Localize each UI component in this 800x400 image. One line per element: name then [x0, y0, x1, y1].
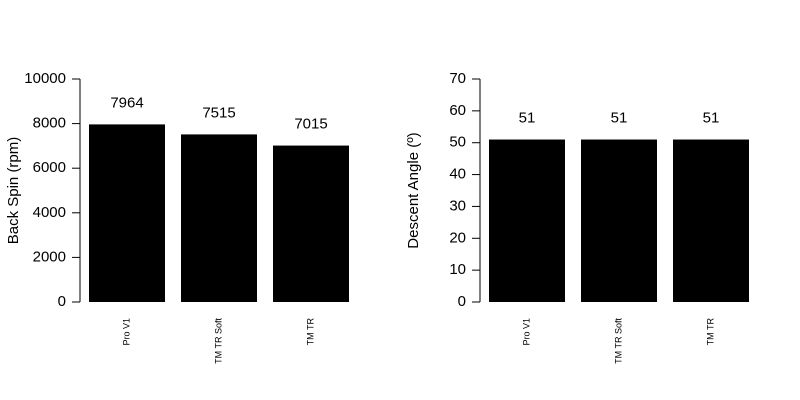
bar [181, 134, 257, 302]
value-label: 51 [611, 109, 628, 126]
y-tick-label: 70 [449, 70, 466, 87]
x-tick-label: TM TR Soft [613, 318, 623, 364]
value-label: 51 [519, 109, 536, 126]
y-tick-label: 20 [449, 229, 466, 246]
x-tick-label: TM TR [705, 318, 715, 346]
y-tick-label: 10 [449, 261, 466, 278]
x-tick-label: Pro V1 [521, 318, 531, 346]
y-tick-label: 40 [449, 166, 466, 183]
y-tick-label: 10000 [24, 70, 66, 87]
y-axis-label: Back Spin (rpm) [5, 137, 22, 245]
bar [581, 139, 657, 302]
y-tick-label: 30 [449, 197, 466, 214]
x-tick-label: TM TR Soft [213, 318, 223, 364]
bar [489, 139, 565, 302]
bar [673, 139, 749, 302]
x-tick-label: TM TR [305, 318, 315, 346]
value-label: 7015 [294, 116, 327, 133]
value-label: 51 [703, 109, 720, 126]
bar [89, 124, 165, 302]
y-axis-label: Descent Angle (º) [405, 132, 422, 248]
y-tick-label: 2000 [33, 248, 66, 265]
y-tick-label: 60 [449, 102, 466, 119]
y-tick-label: 50 [449, 134, 466, 151]
y-tick-label: 4000 [33, 204, 66, 221]
y-tick-label: 0 [58, 293, 66, 310]
y-tick-label: 6000 [33, 159, 66, 176]
y-tick-label: 0 [458, 293, 466, 310]
bar [273, 145, 349, 302]
value-label: 7515 [202, 104, 235, 121]
y-tick-label: 8000 [33, 115, 66, 132]
x-tick-label: Pro V1 [121, 318, 131, 346]
value-label: 7964 [110, 94, 143, 111]
